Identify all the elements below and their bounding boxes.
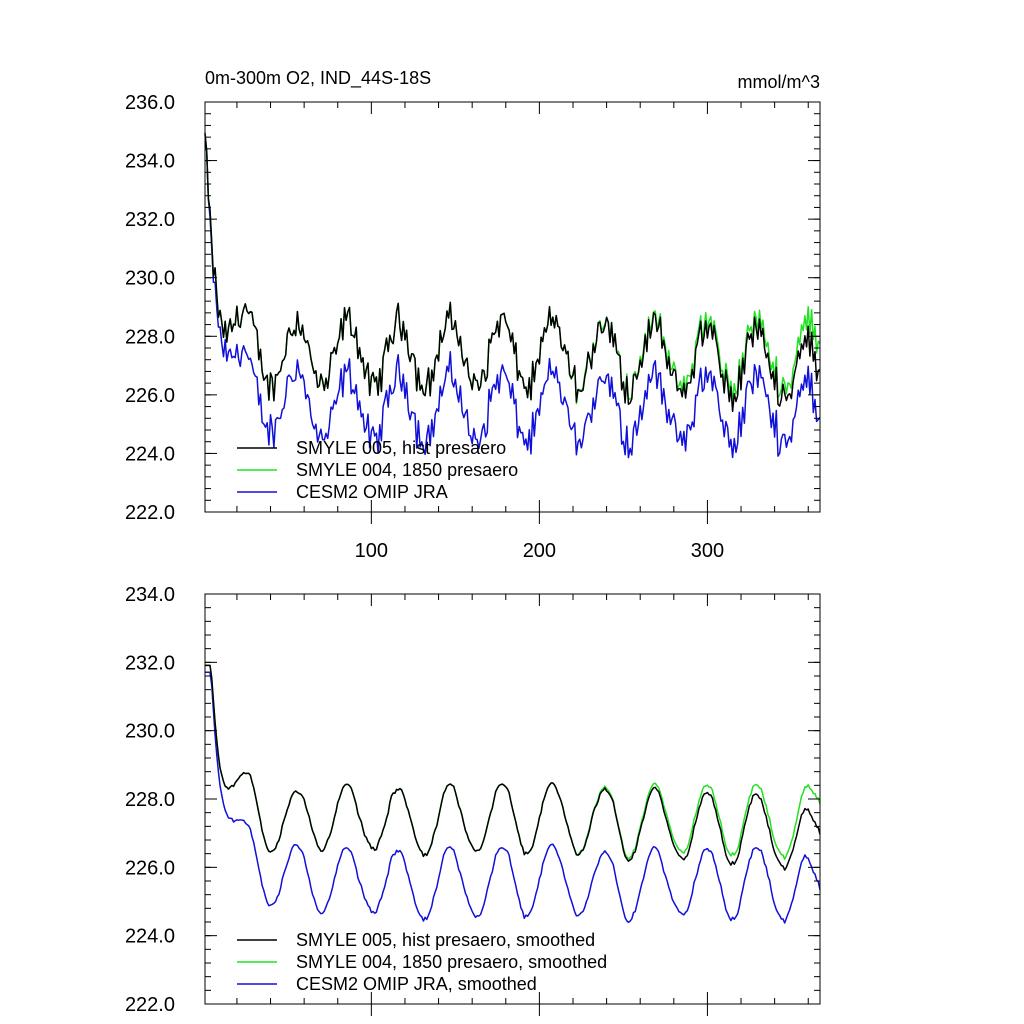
series-line-green [205,664,821,860]
series-line-blue [205,671,821,924]
y-tick-label: 234.0 [125,584,175,606]
y-tick-label: 232.0 [125,652,175,674]
axes-group: 222.0 224.0 226.0 228.0 230.0 232.0 234.0 [125,584,820,1016]
y-tick-label: 236.0 [125,92,175,114]
y-tick-label: 228.0 [125,326,175,348]
y-tick-label: 226.0 [125,857,175,879]
legend-label: SMYLE 005, hist presaero [296,438,506,458]
series-group [204,132,821,459]
plot-frame [204,101,821,513]
series-line-black [205,664,821,871]
series-line-blue [204,132,821,459]
chart-title: 0m-300m O2, IND_44S-18S [205,68,431,89]
x-tick-label: 100 [355,540,388,562]
legend-label: SMYLE 005, hist presaero, smoothed [296,930,595,950]
units-label: mmol/m^3 [738,72,820,92]
legend-label: CESM2 OMIP JRA [296,482,448,502]
y-tick-label: 226.0 [125,385,175,407]
axes-group: 222.0 224.0 226.0 228.0 230.0 232.0 234.0 236.0… [125,92,820,562]
x-tick-label: 300 [691,540,724,562]
y-tick-label: 224.0 [125,443,175,465]
series-line-black [204,133,821,413]
y-tick-label: 234.0 [125,151,175,173]
y-tick-label: 232.0 [125,209,175,231]
y-tick-label: 228.0 [125,789,175,811]
y-tick-label: 224.0 [125,926,175,948]
y-tick-label: 222.0 [125,502,175,524]
legend-label: SMYLE 004, 1850 presaero [296,460,518,480]
y-tick-label: 222.0 [125,994,175,1016]
legend-label: CESM2 OMIP JRA, smoothed [296,974,537,994]
series-group [205,664,821,924]
top-panel: 0m-300m O2, IND_44S-18S mmol/m^3 222.022… [125,68,821,562]
legend-label: SMYLE 004, 1850 presaero, smoothed [296,952,607,972]
x-tick-label: 200 [523,540,556,562]
y-tick-label: 230.0 [125,268,175,290]
legend: SMYLE 005, hist presaero, smoothedSMYLE … [237,930,607,994]
bottom-panel: 222.0 224.0 226.0 228.0 230.0 232.0 234.0 SMYL… [125,584,821,1016]
y-tick-label: 230.0 [125,721,175,743]
